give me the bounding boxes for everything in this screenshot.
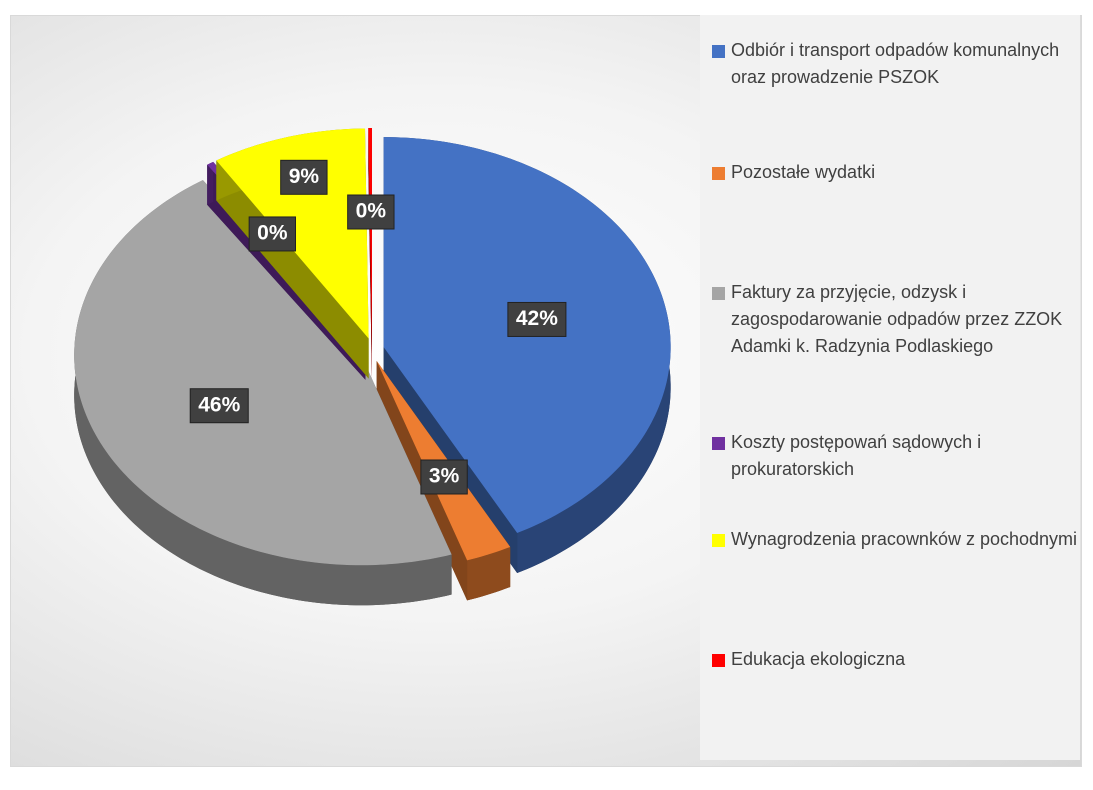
legend-item: Faktury za przyjęcie, odzysk i zagospoda… xyxy=(712,279,1086,360)
data-label: 9% xyxy=(280,159,328,195)
slice-wall xyxy=(74,180,452,606)
data-label-text: 46% xyxy=(198,393,240,416)
slice-wall xyxy=(467,546,511,601)
legend-swatch xyxy=(712,167,725,180)
legend-text: Wynagrodzenia pracownków z pochodnymi xyxy=(731,529,1078,549)
data-label-text: 0% xyxy=(257,221,288,244)
data-label: 42% xyxy=(507,301,567,337)
legend-swatch xyxy=(712,654,725,667)
data-label: 46% xyxy=(189,388,249,424)
legend-item: Edukacja ekologiczna xyxy=(712,646,1086,673)
legend-text: Odbiór i transport odpadów komunalnych o… xyxy=(731,40,1060,87)
slice-top xyxy=(74,180,452,566)
data-label-text: 3% xyxy=(429,465,460,488)
data-label-text: 0% xyxy=(356,200,387,223)
legend-text: Edukacja ekologiczna xyxy=(731,649,906,669)
data-label-box xyxy=(189,388,249,424)
legend-swatch xyxy=(712,437,725,450)
data-label-text: 42% xyxy=(516,307,558,330)
data-label: 0% xyxy=(248,216,297,252)
slice-side xyxy=(368,128,372,379)
legend: Odbiór i transport odpadów komunalnych o… xyxy=(700,15,1080,760)
data-label: 0% xyxy=(347,194,395,230)
data-label-box xyxy=(248,216,297,252)
data-label-box xyxy=(280,159,328,195)
data-label: 3% xyxy=(420,459,468,495)
legend-item: Odbiór i transport odpadów komunalnych o… xyxy=(712,37,1086,91)
data-label-box xyxy=(420,459,468,495)
data-label-text: 9% xyxy=(289,165,320,188)
legend-swatch xyxy=(712,534,725,547)
legend-text: Faktury za przyjęcie, odzysk i zagospoda… xyxy=(731,282,1063,356)
legend-swatch xyxy=(712,287,725,300)
legend-text: Koszty postępowań sądowych i prokurators… xyxy=(731,432,982,479)
legend-item: Koszty postępowań sądowych i prokurators… xyxy=(712,429,1086,483)
slice-side xyxy=(216,160,369,379)
legend-item: Wynagrodzenia pracownków z pochodnymi xyxy=(712,526,1086,553)
data-label-box xyxy=(347,194,395,230)
data-label-box xyxy=(507,301,567,337)
legend-item: Pozostałe wydatki xyxy=(712,159,1086,186)
slice-top xyxy=(368,128,372,339)
slice-wall xyxy=(207,161,214,205)
legend-text: Pozostałe wydatki xyxy=(731,162,876,182)
pie-chart: 42% 3% 46% 0% 9% 0% xyxy=(74,128,671,606)
legend-swatch xyxy=(712,45,725,58)
pie-slice xyxy=(368,128,372,379)
